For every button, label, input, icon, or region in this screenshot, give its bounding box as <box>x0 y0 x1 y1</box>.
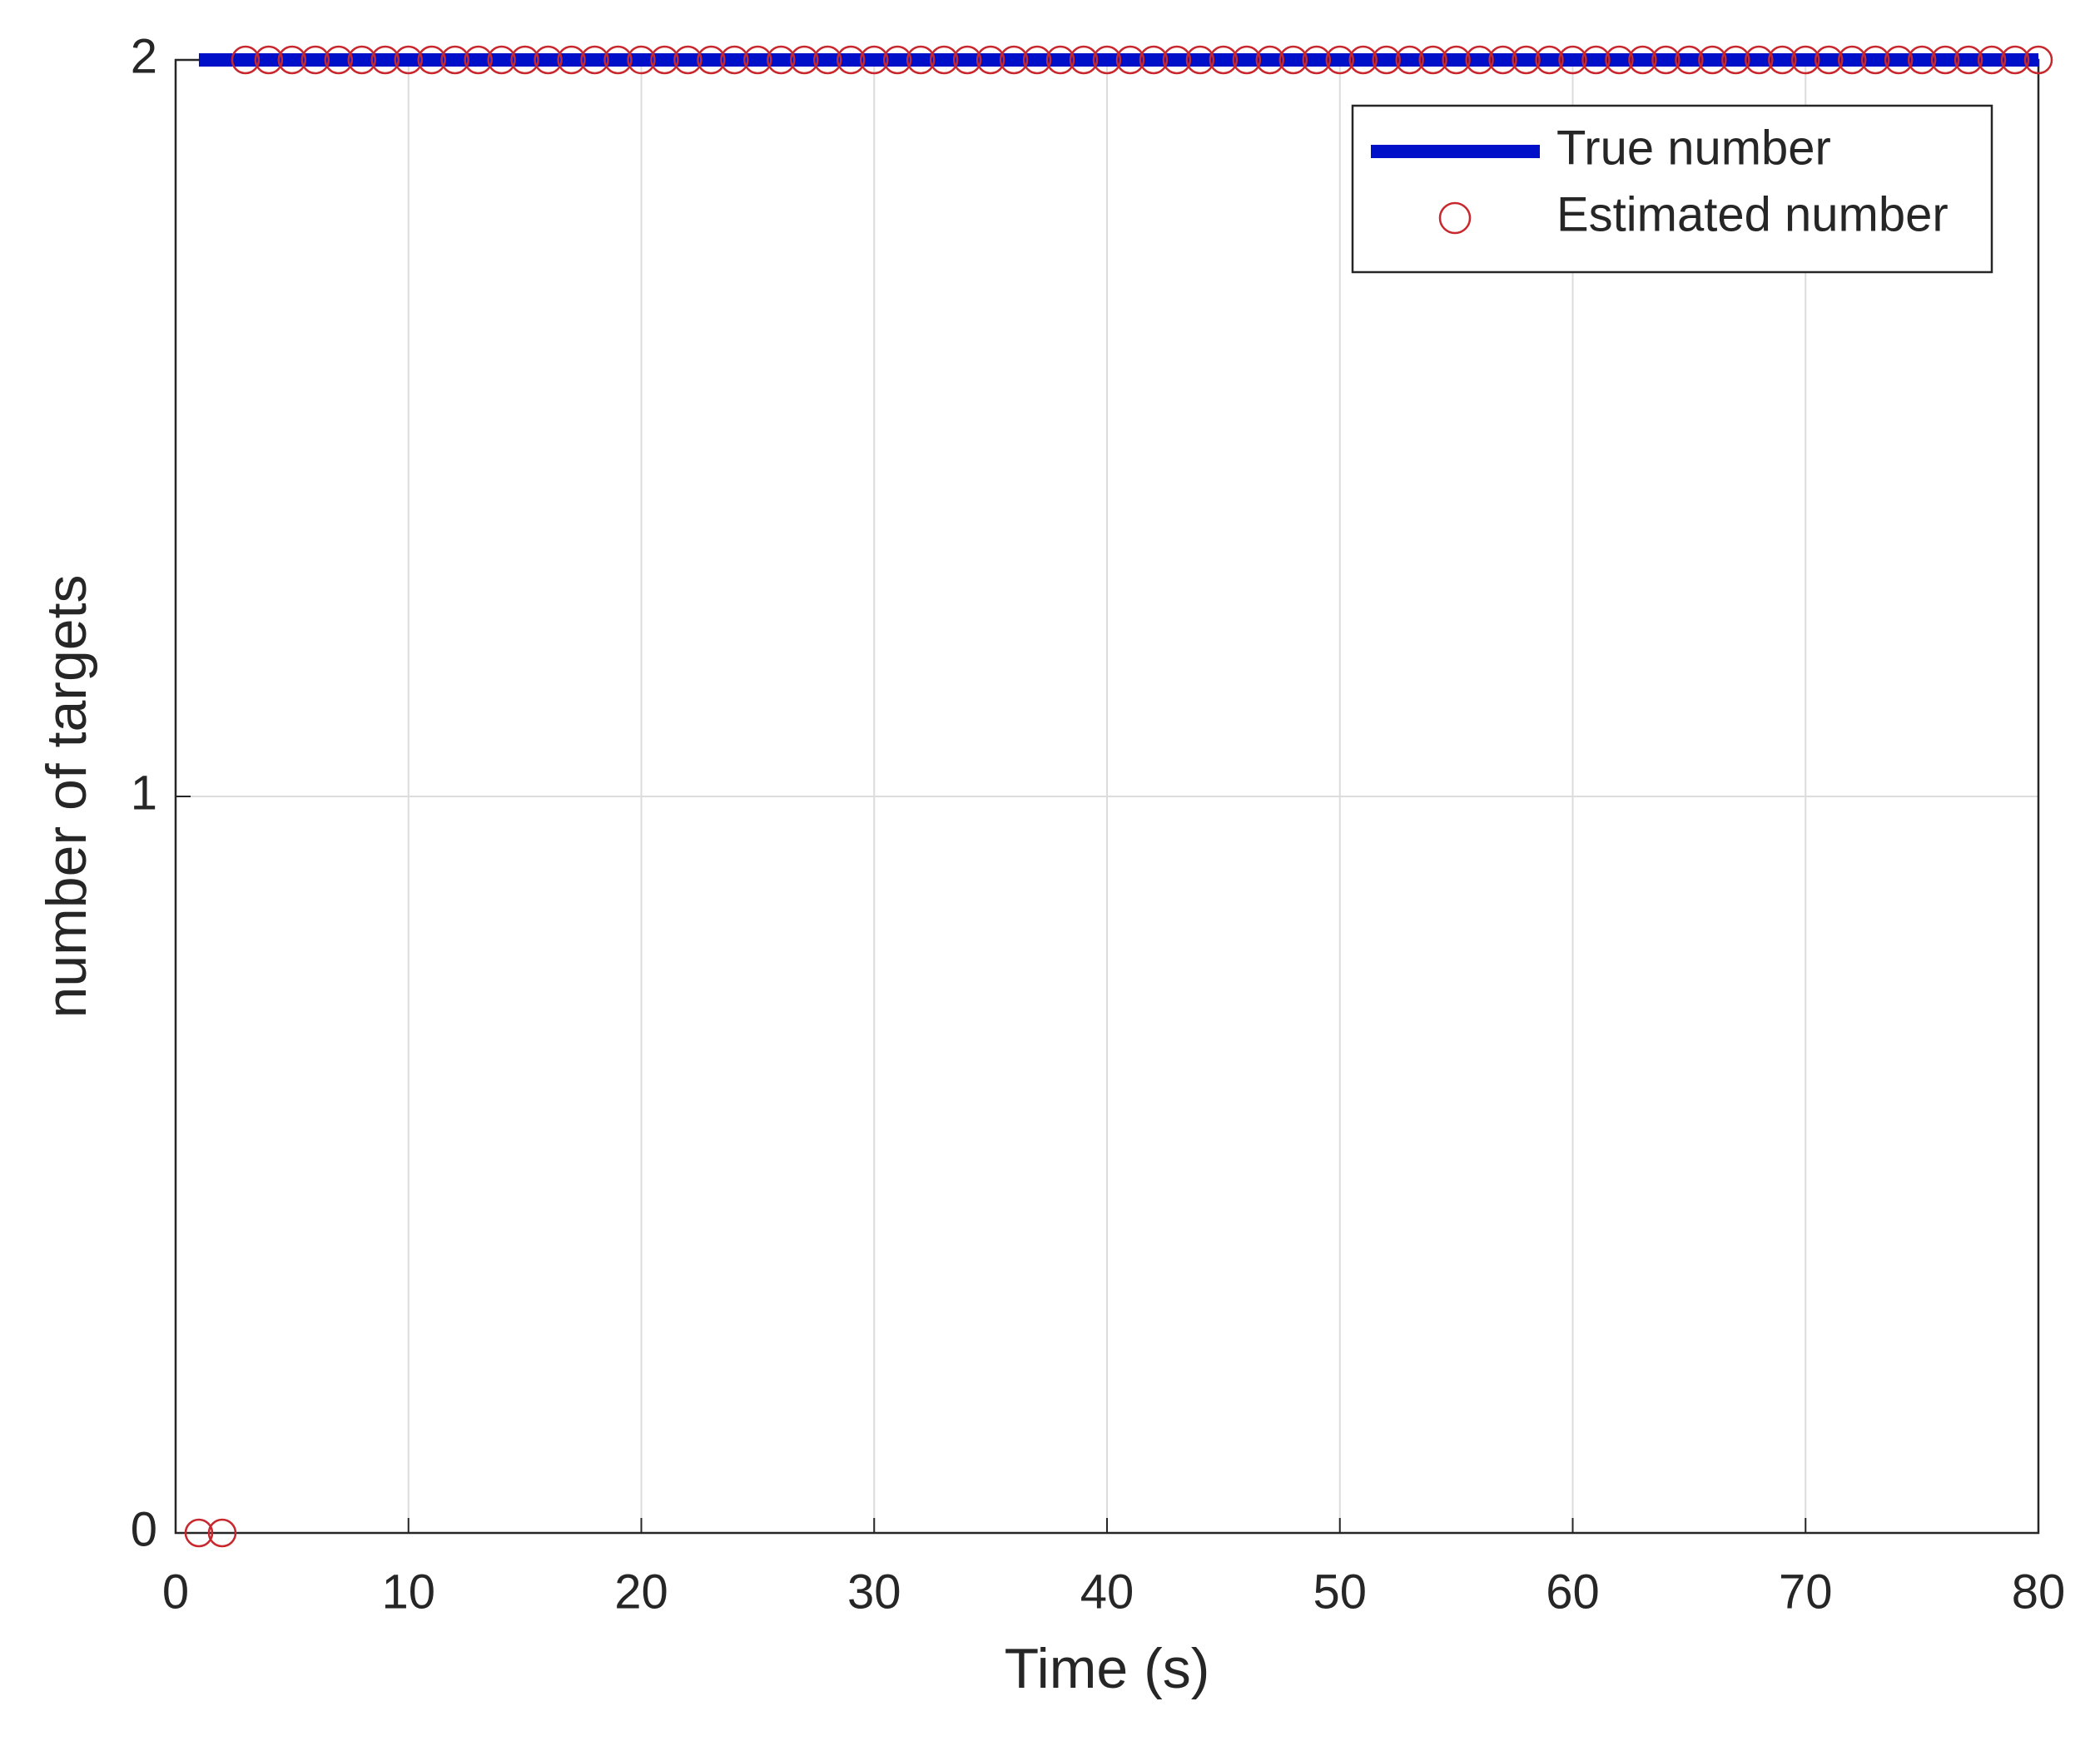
data-marker <box>417 45 446 75</box>
data-marker <box>860 45 889 75</box>
data-marker <box>1022 45 1052 75</box>
data-marker <box>1115 45 1145 75</box>
data-marker <box>1442 45 1471 75</box>
data-marker <box>1651 45 1680 75</box>
x-tick-label: 60 <box>1546 1565 1600 1619</box>
data-marker <box>952 45 982 75</box>
x-tick-label: 30 <box>847 1565 901 1619</box>
data-marker <box>1721 45 1750 75</box>
data-marker <box>1278 45 1308 75</box>
data-marker <box>767 45 796 75</box>
x-tick-label: 70 <box>1779 1565 1833 1619</box>
data-marker <box>882 45 912 75</box>
data-marker <box>1232 45 1262 75</box>
data-marker <box>1488 45 1517 75</box>
x-tick-label: 0 <box>162 1565 189 1619</box>
x-axis-label: Time (s) <box>1005 1637 1210 1700</box>
x-tick-label: 80 <box>2012 1565 2066 1619</box>
data-marker <box>557 45 586 75</box>
data-marker <box>1837 45 1867 75</box>
data-marker <box>929 45 959 75</box>
data-marker <box>1698 45 1727 75</box>
data-marker <box>1325 45 1354 75</box>
data-marker <box>1791 45 1820 75</box>
data-marker <box>1372 45 1401 75</box>
data-marker <box>837 45 866 75</box>
data-marker <box>1209 45 1239 75</box>
data-marker <box>1162 45 1192 75</box>
data-marker <box>1045 45 1075 75</box>
data-marker <box>277 45 307 75</box>
x-tick-label: 20 <box>614 1565 668 1619</box>
data-marker <box>1512 45 1541 75</box>
data-marker <box>1069 45 1099 75</box>
data-marker <box>231 45 261 75</box>
legend-swatch <box>1438 201 1472 235</box>
data-marker <box>394 45 423 75</box>
data-marker <box>1814 45 1844 75</box>
data-marker <box>1860 45 1890 75</box>
data-marker <box>1745 45 1774 75</box>
data-marker <box>370 45 400 75</box>
data-marker <box>1605 45 1634 75</box>
data-marker <box>1395 45 1424 75</box>
data-marker <box>534 45 563 75</box>
x-tick-label: 10 <box>381 1565 435 1619</box>
data-marker <box>790 45 819 75</box>
data-marker <box>1348 45 1378 75</box>
legend-label: True number <box>1556 121 1831 175</box>
data-marker <box>464 45 493 75</box>
data-marker <box>999 45 1029 75</box>
data-marker <box>627 45 656 75</box>
data-marker <box>1302 45 1332 75</box>
data-marker <box>720 45 749 75</box>
data-marker <box>673 45 702 75</box>
y-tick-label: 1 <box>131 766 157 820</box>
data-marker <box>1185 45 1215 75</box>
y-axis-label: number of targets <box>35 575 98 1019</box>
data-marker <box>324 45 354 75</box>
data-marker <box>254 45 284 75</box>
data-marker <box>743 45 772 75</box>
x-tick-label: 40 <box>1080 1565 1134 1619</box>
data-marker <box>1884 45 1914 75</box>
data-marker <box>1581 45 1611 75</box>
data-marker <box>1558 45 1587 75</box>
data-marker <box>1675 45 1704 75</box>
data-marker <box>510 45 539 75</box>
data-marker <box>347 45 377 75</box>
legend-box <box>1351 104 1993 274</box>
data-marker <box>813 45 842 75</box>
data-marker <box>487 45 516 75</box>
data-marker <box>207 1518 237 1548</box>
y-tick-label: 0 <box>131 1502 157 1556</box>
data-marker <box>184 1518 214 1548</box>
data-marker <box>1465 45 1494 75</box>
data-marker <box>2000 45 2030 75</box>
data-marker <box>300 45 330 75</box>
data-marker <box>697 45 726 75</box>
data-marker <box>906 45 936 75</box>
data-marker <box>1977 45 2007 75</box>
data-marker <box>1907 45 1937 75</box>
data-marker <box>976 45 1005 75</box>
data-marker <box>1930 45 1960 75</box>
data-marker <box>650 45 679 75</box>
data-marker <box>1255 45 1285 75</box>
x-tick-label: 50 <box>1313 1565 1367 1619</box>
data-marker <box>1954 45 1983 75</box>
data-marker <box>1768 45 1797 75</box>
data-marker <box>1535 45 1564 75</box>
data-marker <box>1418 45 1447 75</box>
data-marker <box>2023 45 2053 75</box>
data-marker <box>440 45 469 75</box>
y-tick-label: 2 <box>131 29 157 83</box>
data-marker <box>1139 45 1169 75</box>
data-marker <box>603 45 633 75</box>
data-marker <box>580 45 609 75</box>
data-marker <box>1092 45 1122 75</box>
data-marker <box>1628 45 1657 75</box>
legend-label: Estimated number <box>1556 187 1949 241</box>
